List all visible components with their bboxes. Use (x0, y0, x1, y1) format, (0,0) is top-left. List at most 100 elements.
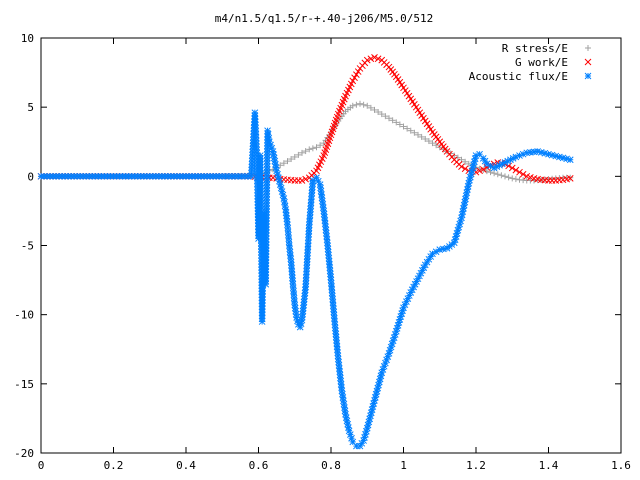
series-r-stress-e-point (422, 135, 429, 142)
series-r-stress-e-marker (280, 160, 287, 167)
series-r-stress-e-marker (425, 138, 432, 145)
series-acoustic-flux-e-marker (281, 202, 289, 210)
legend-marker (584, 72, 592, 80)
series-acoustic-flux-e-point (378, 369, 386, 377)
series-r-stress-e-point (465, 160, 472, 167)
series-acoustic-flux-e-marker (248, 169, 255, 177)
series-r-stress-e-point (502, 173, 508, 180)
series-r-stress-e-marker (309, 145, 316, 152)
legend-marker (584, 58, 592, 66)
series-acoustic-flux-e-marker (461, 198, 469, 206)
series-r-stress-e-point (415, 131, 421, 138)
series-r-stress-e-marker (411, 129, 418, 136)
series-g-work-e-point (516, 168, 523, 176)
series-acoustic-flux-e-point (182, 172, 190, 180)
series-acoustic-flux-e-marker (308, 186, 316, 194)
series-g-work-e-marker (353, 71, 360, 79)
series-g-work-e-point (566, 175, 574, 182)
series-acoustic-flux-e-marker (263, 205, 270, 213)
x-tick-label: 1 (400, 459, 407, 472)
series-acoustic-flux-e-point (298, 316, 306, 324)
legend-label: R stress/E (502, 42, 568, 55)
series-r-stress-e-point (284, 158, 291, 165)
series-r-stress-e-marker (512, 176, 519, 183)
legend-label: Acoustic flux/E (469, 70, 568, 83)
series-acoustic-flux-e-point (73, 172, 81, 180)
series-r-stress-e-point (364, 102, 371, 109)
series-g-work-e-marker (354, 68, 362, 75)
series-acoustic-flux-e-marker (262, 268, 270, 276)
axes: 0 0.2 0.4 0.6 0.8 1 1.2 1.4 1.6 -20 -15 -10 -5 0 5 10 (14, 32, 631, 472)
series-r-stress-e-marker (491, 170, 498, 177)
x-tick-label: 0.8 (321, 459, 341, 472)
x-tick-label: 0.6 (249, 459, 269, 472)
series-r-stress-e-point (299, 149, 305, 156)
series-acoustic-flux-e-marker (252, 134, 260, 141)
series-g-work-e-point (363, 56, 371, 64)
series-acoustic-flux-e-marker (258, 315, 266, 322)
series-acoustic-flux-e-marker (248, 166, 255, 174)
series-acoustic-flux-e-marker (257, 203, 265, 211)
series-acoustic-flux-e-marker (52, 172, 60, 180)
y-tick-label: 5 (27, 101, 34, 114)
series-acoustic-flux-e-point (309, 177, 317, 184)
series-r-stress-e-point (451, 152, 458, 159)
series-r-stress-e-point (509, 175, 516, 182)
series-g-work-e-marker (367, 55, 375, 63)
series-acoustic-flux-e-marker (164, 172, 172, 180)
series-acoustic-flux-e-marker (262, 265, 270, 273)
series-acoustic-flux-e-marker (263, 163, 271, 171)
series-acoustic-flux-e-marker (253, 149, 261, 157)
series-r-stress-e-marker (505, 174, 512, 181)
x-tick-label: 0.4 (176, 459, 196, 472)
series-acoustic-flux-e-marker (85, 172, 93, 180)
series-r-stress-e-point (291, 153, 298, 160)
series-g-work-e-point (508, 164, 516, 172)
x-tick-label: 0 (38, 459, 45, 472)
chart-marks (37, 54, 574, 450)
y-tick-label: -10 (14, 309, 34, 322)
series-acoustic-flux-e-marker (113, 172, 120, 180)
series-acoustic-flux-e-marker (262, 247, 270, 255)
series-acoustic-flux-e-marker (194, 172, 202, 180)
y-tick-label: 10 (21, 32, 34, 45)
y-tick-label: -20 (14, 447, 34, 460)
series-r-stress-e-point (371, 106, 378, 113)
series-r-stress-e-point (407, 127, 414, 134)
series-r-stress-e-marker (462, 158, 469, 165)
series-r-stress-e-marker (382, 113, 389, 120)
series-acoustic-flux-e-marker (257, 161, 264, 168)
series-r-stress-e-point (487, 169, 494, 176)
series-acoustic-flux-e-marker (335, 365, 343, 372)
series-acoustic-flux-e-marker (82, 172, 90, 180)
series-r-stress-e-point (357, 100, 363, 107)
series-r-stress-e-point (306, 146, 313, 153)
series-acoustic-flux-e-marker (519, 150, 527, 158)
series-acoustic-flux-e-marker (263, 148, 271, 156)
plot-area (40, 37, 622, 454)
series-r-stress-e-point (393, 119, 400, 126)
series-acoustic-flux-e-marker (228, 172, 236, 180)
series-acoustic-flux-e-marker (263, 172, 271, 180)
series-r-stress-e-marker (288, 156, 295, 163)
series-g-work-e-marker (512, 166, 520, 174)
legend-label: G work/E (515, 56, 568, 69)
series-acoustic-flux-e-marker (251, 115, 259, 123)
series-acoustic-flux-e-marker (263, 214, 270, 222)
series-g-work-e-marker (519, 170, 527, 178)
series-acoustic-flux-e-marker (58, 172, 66, 180)
series-acoustic-flux-e-point (251, 109, 259, 117)
series-acoustic-flux-e-marker (264, 131, 272, 138)
y-tick-label: -5 (21, 240, 34, 253)
series-acoustic-flux-e-marker (92, 172, 99, 180)
series-r-stress-e-marker (295, 151, 302, 158)
series-acoustic-flux-e-marker (263, 166, 271, 174)
series-g-work-e-point (479, 166, 487, 173)
series-acoustic-flux-e-marker (263, 211, 270, 219)
series-acoustic-flux-e-marker (263, 226, 270, 234)
series-g-work-e-point (371, 54, 378, 61)
series-r-stress-e-marker (367, 104, 374, 111)
series-acoustic-flux-e-marker (209, 172, 217, 180)
series-g-work-e-marker (302, 175, 309, 183)
